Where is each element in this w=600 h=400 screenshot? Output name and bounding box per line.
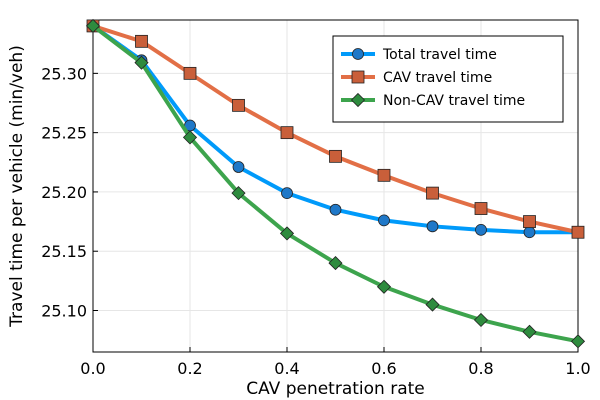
- data-point: [134, 55, 149, 70]
- y-axis-title: Travel time per vehicle (min/veh): [7, 45, 27, 328]
- data-point: [329, 203, 342, 216]
- series-layer: [85, 18, 586, 349]
- data-point: [523, 226, 536, 239]
- x-tick-label: 0.4: [274, 359, 299, 378]
- y-tick-label: 25.25: [41, 124, 87, 143]
- series-diamond: [85, 18, 586, 349]
- data-point: [571, 225, 585, 239]
- legend: Total travel time CAV travel time Non-CAV …: [332, 35, 564, 123]
- axis-ticks: 0.0 0.2 0.4 0.6 0.8 1.0 25.10 25.15 25.20 25.25 25…: [41, 64, 591, 378]
- data-point: [183, 66, 197, 80]
- data-point: [182, 130, 198, 145]
- data-point: [135, 34, 148, 48]
- x-tick-label: 0.2: [177, 359, 202, 378]
- y-tick-label: 25.20: [41, 183, 87, 202]
- data-point: [329, 149, 342, 163]
- data-point: [279, 226, 295, 241]
- x-tick-label: 0.0: [80, 359, 105, 378]
- data-point: [523, 215, 536, 228]
- data-point: [377, 168, 391, 182]
- data-point: [570, 334, 586, 349]
- data-point: [474, 202, 488, 215]
- x-tick-label: 0.6: [371, 359, 396, 378]
- x-axis-title: CAV penetration rate: [246, 379, 425, 399]
- y-tick-label: 25.15: [41, 242, 87, 261]
- plot-frame: [92, 19, 579, 353]
- legend-label: Total travel time: [382, 47, 497, 63]
- data-point: [426, 186, 439, 200]
- legend-label: CAV travel time: [383, 70, 492, 86]
- data-point: [426, 220, 439, 233]
- data-point: [425, 297, 440, 312]
- data-point: [475, 223, 487, 236]
- data-point: [232, 98, 245, 112]
- data-point: [522, 324, 537, 339]
- x-tick-label: 1.0: [565, 359, 590, 378]
- data-point: [473, 312, 489, 328]
- data-point: [232, 161, 245, 173]
- x-tick-label: 0.8: [468, 359, 493, 378]
- data-point: [85, 18, 101, 33]
- legend-label: Non-CAV travel time: [383, 93, 525, 109]
- data-point: [328, 256, 343, 271]
- y-tick-label: 25.30: [41, 64, 87, 83]
- data-point: [280, 126, 294, 140]
- data-point: [231, 186, 246, 201]
- legend-marker: [350, 92, 366, 108]
- legend-marker: [352, 48, 364, 60]
- data-point: [378, 214, 390, 227]
- y-tick-label: 25.10: [41, 302, 87, 321]
- data-point: [281, 187, 293, 200]
- legend-marker: [351, 70, 365, 84]
- data-point: [376, 279, 392, 294]
